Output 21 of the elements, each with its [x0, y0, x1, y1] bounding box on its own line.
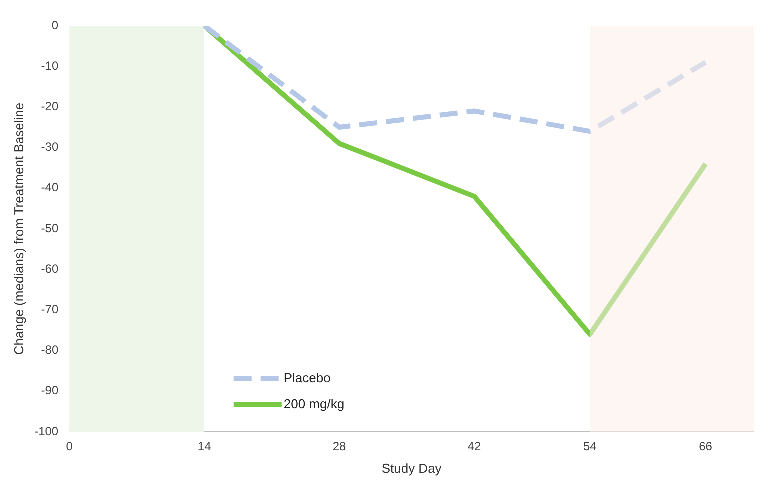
y-tick-label: -20 [41, 100, 59, 114]
y-tick-label: -50 [41, 221, 59, 236]
x-tick-label: 14 [198, 440, 212, 454]
y-axis-title: Change (medians) from Treatment Baseline [11, 102, 26, 356]
y-tick-label: -40 [41, 180, 59, 195]
x-tick-label: 42 [468, 440, 482, 454]
y-tick-label: -10 [41, 58, 59, 73]
y-tick-label: -70 [41, 302, 59, 317]
y-tick-label: 0 [52, 18, 59, 32]
legend-label: Placebo [284, 370, 331, 386]
x-axis-title: Study Day [382, 460, 442, 476]
y-tick-label: -100 [34, 424, 59, 438]
x-tick-label: 28 [332, 440, 347, 454]
y-tick-label: -60 [41, 262, 59, 276]
x-tick-label: 66 [699, 440, 713, 454]
y-tick-label: -30 [41, 140, 59, 154]
x-tick-label: 0 [66, 440, 74, 454]
y-tick-label: -90 [41, 384, 59, 398]
legend-label: 200 mg/kg [284, 396, 345, 412]
y-tick-label: -80 [41, 343, 59, 358]
x-tick-label: 54 [583, 440, 598, 454]
